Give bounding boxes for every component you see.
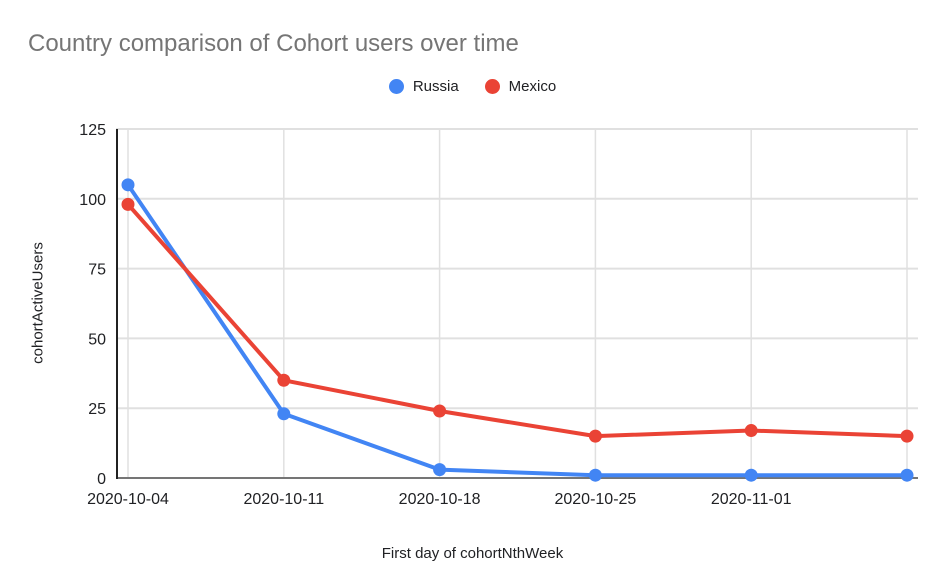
y-tick-label: 25 [88, 401, 106, 418]
russia-data-point[interactable] [900, 468, 914, 482]
russia-legend-dot-icon [388, 79, 404, 94]
legend-label-mexico: Mexico [508, 78, 557, 95]
mexico-data-point[interactable] [588, 429, 602, 443]
x-tick-label: 2020-10-11 [243, 491, 324, 508]
mexico-legend-dot-icon [484, 79, 500, 94]
x-tick-label: 2020-10-04 [87, 491, 169, 508]
russia-data-point[interactable] [433, 463, 447, 477]
russia-data-point[interactable] [121, 178, 135, 192]
russia-data-point[interactable] [277, 407, 291, 421]
y-tick-label: 75 [88, 262, 106, 279]
y-tick-label: 50 [88, 331, 106, 348]
legend: Russia Mexico [0, 78, 945, 95]
mexico-data-point[interactable] [121, 197, 135, 211]
mexico-data-point[interactable] [433, 404, 447, 418]
y-tick-label: 0 [97, 471, 106, 488]
plot-area: 0 25 50 75 100 125 2020-10-04 2020-10-11 2020-10… [79, 122, 918, 508]
legend-item-mexico: Mexico [484, 78, 557, 95]
russia-line [126, 182, 909, 478]
legend-item-russia: Russia [388, 78, 459, 95]
mexico-data-point[interactable] [277, 373, 291, 387]
chart-title: Country comparison of Cohort users over … [28, 30, 519, 57]
mexico-line [126, 202, 909, 439]
y-tick-label: 100 [79, 192, 106, 209]
y-axis-title: cohortActiveUsers [29, 242, 47, 364]
mexico-data-point[interactable] [744, 424, 758, 438]
russia-data-point[interactable] [588, 468, 602, 482]
russia-data-point[interactable] [744, 468, 758, 482]
x-axis-title: First day of cohortNthWeek [381, 545, 564, 562]
x-tick-label: 2020-11-01 [711, 491, 792, 508]
mexico-data-point[interactable] [900, 429, 914, 443]
y-tick-label: 125 [79, 122, 106, 139]
x-tick-label: 2020-10-18 [399, 491, 481, 508]
legend-label-russia: Russia [412, 78, 459, 95]
x-tick-label: 2020-10-25 [554, 491, 636, 508]
